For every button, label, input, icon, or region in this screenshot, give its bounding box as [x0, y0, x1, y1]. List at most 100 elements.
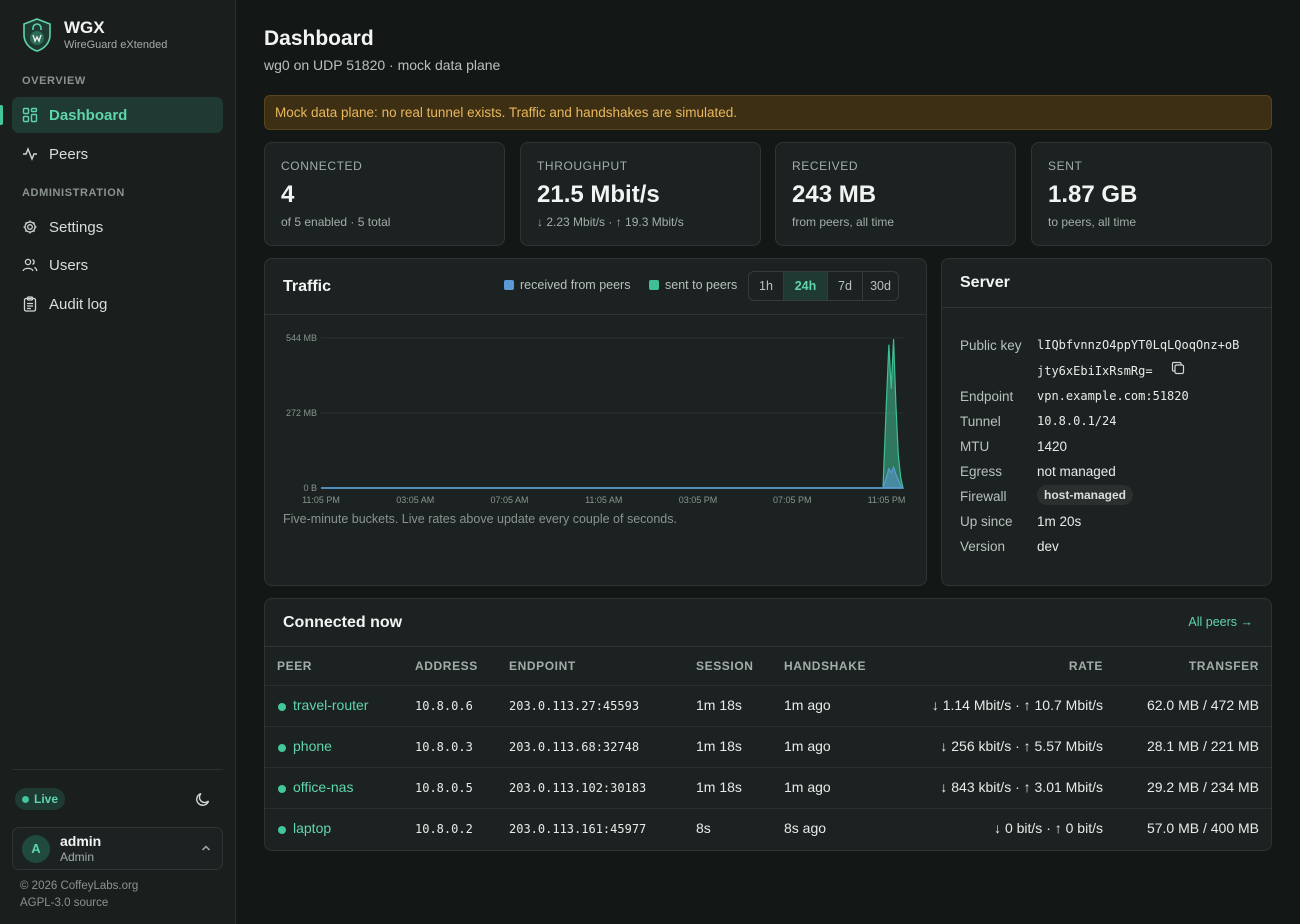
firewall-badge: host-managed	[1037, 485, 1134, 505]
sidebar-item-peers[interactable]: Peers	[12, 136, 223, 172]
x-tick-label: 03:05 AM	[396, 495, 434, 505]
peer-transfer: 29.2 MB / 234 MB	[1146, 779, 1259, 795]
column-header-transfer[interactable]: TRANSFER	[1188, 659, 1259, 673]
peer-handshake: 1m ago	[784, 738, 831, 754]
stat-card-throughput: THROUGHPUT 21.5 Mbit/s ↓ 2.23 Mbit/s · ↑…	[520, 142, 761, 246]
y-tick-label: 0 B	[303, 483, 317, 493]
peer-name-link[interactable]: laptop	[293, 820, 332, 836]
server-key-up-since: Up since	[960, 514, 1013, 529]
mock-warning-banner: Mock data plane: no real tunnel exists. …	[264, 95, 1272, 130]
user-role: Admin	[60, 850, 95, 864]
server-key-version: Version	[960, 539, 1006, 554]
server-key-endpoint: Endpoint	[960, 389, 1014, 404]
table-row[interactable]: office-nas 10.8.0.5 203.0.113.102:30183 …	[265, 767, 1271, 808]
sidebar-divider	[12, 769, 223, 770]
sidebar-item-label: Peers	[49, 145, 89, 163]
peer-rate: ↓ 1.14 Mbit/s · ↑ 10.7 Mbit/s	[931, 697, 1103, 713]
footer-copyright[interactable]: © 2026 CoffeyLabs.org	[20, 880, 139, 892]
column-header-session[interactable]: SESSION	[696, 659, 754, 673]
traffic-title: Traffic	[283, 277, 332, 295]
chart-note: Five-minute buckets. Live rates above up…	[283, 512, 677, 526]
sidebar-item-users[interactable]: Users	[12, 247, 223, 283]
peer-handshake: 8s ago	[784, 820, 827, 836]
peer-endpoint: 203.0.113.102:30183	[509, 781, 647, 795]
peer-rate: ↓ 843 kbit/s · ↑ 3.01 Mbit/s	[940, 779, 1103, 795]
page-subtitle: wg0 on UDP 51820 · mock data plane	[264, 57, 501, 73]
user-name: admin	[60, 833, 102, 849]
peer-name-link[interactable]: office-nas	[293, 779, 354, 795]
peer-handshake: 1m ago	[784, 779, 831, 795]
nav-section-overview: OVERVIEW	[22, 75, 86, 87]
copy-icon[interactable]	[1171, 361, 1185, 375]
peer-address: 10.8.0.2	[415, 822, 473, 836]
banner-text: Mock data plane: no real tunnel exists. …	[275, 105, 738, 120]
user-menu[interactable]: A admin Admin	[12, 827, 223, 870]
stat-card-received: RECEIVED 243 MB from peers, all time	[775, 142, 1016, 246]
column-header-address[interactable]: ADDRESS	[415, 659, 478, 673]
page-title: Dashboard	[264, 27, 374, 50]
brand-subtitle: WireGuard eXtended	[64, 39, 168, 51]
peer-rate: ↓ 0 bit/s · ↑ 0 bit/s	[994, 820, 1103, 836]
online-status-dot	[278, 826, 286, 834]
moon-icon[interactable]	[194, 790, 212, 808]
public-key-value-continued[interactable]: jty6xEbiIxRsmRg=	[1037, 364, 1153, 378]
table-row[interactable]: laptop 10.8.0.2 203.0.113.161:45977 8s 8…	[265, 808, 1271, 849]
sidebar-item-label: Users	[49, 256, 89, 274]
x-tick-label: 07:05 AM	[490, 495, 528, 505]
version-value: dev	[1037, 539, 1059, 554]
sidebar-item-audit-log[interactable]: Audit log	[12, 286, 223, 322]
stat-sub: from peers, all time	[792, 215, 895, 229]
server-key-mtu: MTU	[960, 439, 990, 454]
stat-value: 243 MB	[792, 181, 877, 208]
y-tick-label: 544 MB	[286, 333, 317, 343]
server-card: Server Public key lIQbfvnnzO4ppYT0LqLQoq…	[941, 258, 1272, 586]
column-header-peer[interactable]: PEER	[277, 659, 313, 673]
range-1h-button[interactable]: 1h	[749, 272, 784, 300]
series-area-received	[321, 465, 905, 489]
brand[interactable]: WGX WireGuard eXtended	[22, 18, 167, 52]
server-title: Server	[960, 274, 1010, 291]
public-key-value[interactable]: lIQbfvnnzO4ppYT0LqLQoqOnz+oB	[1037, 338, 1240, 352]
table-header: PEER ADDRESS ENDPOINT SESSION HANDSHAKE …	[265, 657, 1271, 687]
peer-transfer: 28.1 MB / 221 MB	[1146, 738, 1259, 754]
column-header-endpoint[interactable]: ENDPOINT	[509, 659, 576, 673]
peer-transfer: 57.0 MB / 400 MB	[1146, 820, 1259, 836]
range-30d-button[interactable]: 30d	[870, 279, 891, 293]
live-dot-icon	[22, 795, 29, 803]
stat-sub: ↓ 2.23 Mbit/s · ↑ 19.3 Mbit/s	[537, 215, 684, 229]
peer-handshake: 1m ago	[784, 697, 831, 713]
chevron-up-icon	[201, 845, 211, 851]
server-key-tunnel: Tunnel	[960, 414, 1001, 429]
range-7d-button[interactable]: 7d	[828, 272, 863, 300]
footer-source-link[interactable]: AGPL-3.0 source	[20, 897, 109, 909]
peer-address: 10.8.0.3	[415, 740, 473, 754]
column-header-rate[interactable]: RATE	[1068, 659, 1103, 673]
stat-sub: of 5 enabled · 5 total	[281, 215, 391, 229]
range-selector: 1h 24h 7d 30d	[748, 271, 899, 301]
online-status-dot	[278, 744, 286, 752]
sidebar-item-settings[interactable]: Settings	[12, 209, 223, 245]
all-peers-link[interactable]: All peers →	[1188, 615, 1253, 629]
stat-label: RECEIVED	[792, 159, 859, 173]
peer-session: 8s	[696, 820, 711, 836]
gear-icon	[23, 220, 37, 234]
table-row[interactable]: phone 10.8.0.3 203.0.113.68:32748 1m 18s…	[265, 726, 1271, 767]
server-key-egress: Egress	[960, 464, 1003, 479]
peer-name-link[interactable]: travel-router	[293, 697, 369, 713]
stat-label: THROUGHPUT	[537, 159, 628, 173]
peer-rate: ↓ 256 kbit/s · ↑ 5.57 Mbit/s	[940, 738, 1103, 754]
clipboard-icon	[23, 296, 37, 312]
peer-session: 1m 18s	[696, 779, 742, 795]
stat-value: 21.5 Mbit/s	[537, 181, 660, 208]
legend-label: received from peers	[520, 278, 631, 292]
sidebar-item-dashboard[interactable]: Dashboard	[12, 97, 223, 133]
column-header-handshake[interactable]: HANDSHAKE	[784, 659, 867, 673]
peer-name-link[interactable]: phone	[293, 738, 332, 754]
sidebar-item-label: Dashboard	[49, 106, 128, 124]
mtu-value: 1420	[1037, 439, 1068, 454]
table-row[interactable]: travel-router 10.8.0.6 203.0.113.27:4559…	[265, 685, 1271, 726]
range-24h-button[interactable]: 24h	[784, 272, 828, 300]
peer-session: 1m 18s	[696, 697, 742, 713]
stat-card-sent: SENT 1.87 GB to peers, all time	[1031, 142, 1272, 246]
legend-swatch-sent	[649, 280, 659, 290]
